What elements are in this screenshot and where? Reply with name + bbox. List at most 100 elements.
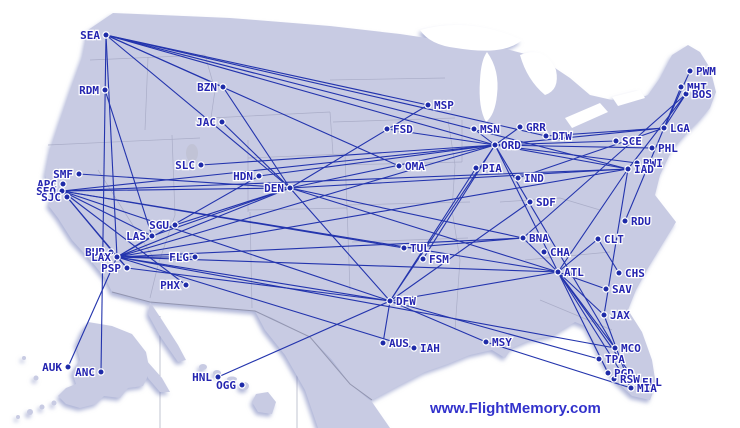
route-ATL-SAV [557,271,607,290]
aleutian-island [27,409,33,415]
airport-dot-AUK [64,363,72,371]
airport-dot-LGA [660,124,668,132]
us-mexico-border [111,291,373,401]
bering-island [22,356,26,360]
airport-dot-FLG [191,253,199,261]
route-FSM-ORD [422,144,496,260]
airport-label-BUR: BUR [85,246,105,259]
route-SFO-TUL [61,190,405,249]
airport-dot-GRR [516,123,524,131]
airport-label-PGD: PGD [614,367,634,380]
route-ORD-LGA [494,127,665,146]
route-LAX-DEN [116,187,291,258]
airport-dot-PSP [123,264,131,272]
airport-dot-DFW [386,297,394,305]
route-SEA-OMA [105,34,400,167]
airport-dot-SGU [171,221,179,229]
airport-dot-SEA [102,31,110,39]
airport-dot-MIA [627,384,635,392]
aleutian-island [39,404,45,410]
airport-label-ORD: ORD [501,139,521,152]
route-LAX-DFW [116,256,391,302]
airport-dot-OMA [395,162,403,170]
lake-michigan [479,52,498,122]
landmass-group [16,13,716,428]
route-SLC-ORD [200,144,496,166]
airport-dot-PWM [686,67,694,75]
route-LAX-MCO [116,256,616,349]
airport-label-DFW: DFW [396,295,416,308]
airport-label-SMF: SMF [53,168,73,181]
route-SEA-IAD [105,34,629,170]
route-TUL-BNA [403,237,524,249]
airport-dot-MSN [470,125,478,133]
airport-label-SGU: SGU [149,219,169,232]
airport-label-SLC: SLC [175,159,195,172]
route-BNA-ATL [522,237,559,273]
airport-dot-BUR [107,248,115,256]
airport-dot-PHL [648,144,656,152]
airport-label-ANC: ANC [75,366,95,379]
airport-dot-JAX [600,311,608,319]
airport-label-CLT: CLT [604,233,624,246]
route-PSP-DFW [126,267,391,302]
airport-label-BWI: BWI [643,157,663,170]
route-PIA-DFW [389,167,477,302]
airport-dot-ANC [97,368,105,376]
route-FSD-ORD [386,128,496,146]
route-DEN-ATL [289,187,559,273]
route-LAX-BNA [116,237,524,258]
airport-dot-IND [514,174,522,182]
airport-dot-ORD [491,141,499,149]
route-DFW-MSY [389,300,487,343]
airport-dot-FLL [632,378,640,386]
airport-dot-BWI [633,159,641,167]
aleutian-island [16,415,20,419]
airport-dot-LAS [148,232,156,240]
airport-dot-MSY [482,338,490,346]
airport-label-IAH: IAH [420,342,440,355]
route-LAX-ORD [116,144,496,258]
flightmemory-link[interactable]: www.FlightMemory.com [430,400,601,417]
airport-dot-ATL [554,268,562,276]
route-MSN-ORD [473,128,496,146]
airport-dot-RDM [101,86,109,94]
route-MSY-MIA [485,341,632,389]
airport-dot-SCE [612,137,620,145]
bering-island [33,375,39,381]
airport-dot-SAV [602,285,610,293]
route-LAX-IAH [116,256,415,349]
airport-dot-PGD [604,369,612,377]
airport-label-SAV: SAV [612,283,632,296]
airport-label-MCO: MCO [621,342,641,355]
route-RDM-LAS [104,89,153,237]
route-ATL-JAX [557,271,605,316]
airport-dot-DEN [286,184,294,192]
airport-label-MIA: MIA [637,382,657,395]
airport-label-BZN: BZN [197,81,217,94]
airport-label-BNA: BNA [529,232,549,245]
aleutian-island [51,400,57,406]
route-ATL-IAD [557,168,629,273]
airport-label-AUS: AUS [389,337,409,350]
airport-label-MSN: MSN [480,123,500,136]
route-SEA-DTW [105,34,547,137]
route-BZN-DEN [222,86,291,189]
airport-dot-PHX [182,281,190,289]
route-LAX-ATL [116,256,559,273]
route-HNL-DFW [217,300,391,378]
route-AUS-DFW [382,300,391,344]
airport-label-LAX: LAX [91,251,111,264]
airport-label-OMA: OMA [405,160,425,173]
route-ATL-MIA [557,271,632,389]
airport-label-DEN: DEN [264,182,284,195]
hawaii-molokai [227,376,237,382]
airport-label-IAD: IAD [634,163,654,176]
airport-label-CHS: CHS [625,267,645,280]
airport-dot-DTW [542,132,550,140]
route-LAX-IAD [116,168,629,258]
airport-label-TUL: TUL [410,242,430,255]
route-ORD-BWI [494,144,638,164]
